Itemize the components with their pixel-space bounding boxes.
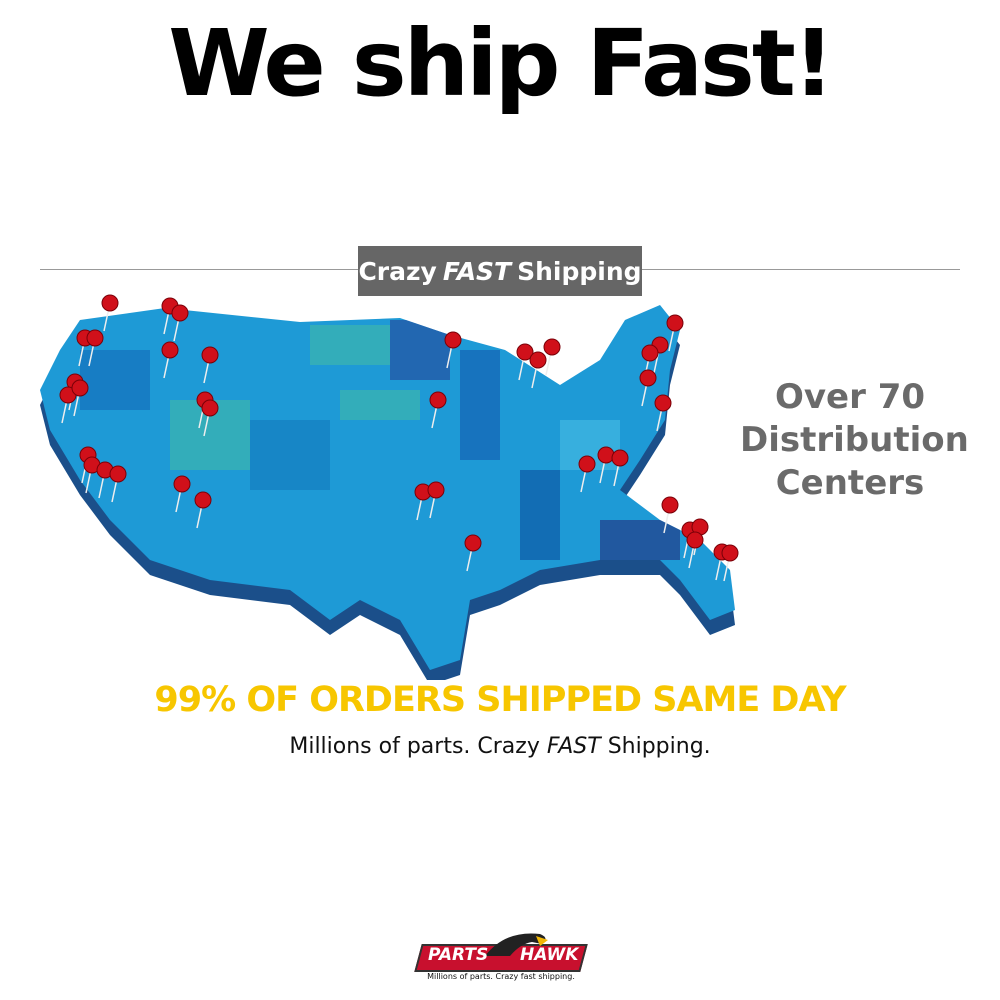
map-pin-icon: [109, 465, 127, 483]
map-pin-icon: [161, 341, 179, 359]
map-pin-icon: [543, 338, 561, 356]
divider-right: [642, 269, 960, 270]
map-pin-icon: [578, 455, 596, 473]
map-pin-icon: [171, 304, 189, 322]
parts-hawk-logo: PARTS HAWK Millions of parts. Crazy fast…: [414, 928, 588, 988]
side-line-2: Distribution: [740, 420, 969, 460]
state-region: [390, 320, 450, 380]
map-body: [40, 305, 735, 670]
map-pin-icon: [427, 481, 445, 499]
state-region: [520, 470, 560, 560]
map-pin-icon: [641, 344, 659, 362]
map-pin-icon: [429, 391, 447, 409]
state-region: [310, 325, 390, 365]
hawk-icon: [485, 933, 548, 956]
banner-pre: Crazy: [358, 256, 437, 286]
map-pin-icon: [194, 491, 212, 509]
subline-post: Shipping.: [607, 734, 711, 759]
state-region: [460, 350, 500, 460]
map-pin-icon: [639, 369, 657, 387]
logo-left: PARTS: [428, 945, 489, 965]
same-day-tagline: 99% OF ORDERS SHIPPED SAME DAY: [154, 680, 846, 720]
side-line-1: Over 70: [774, 377, 926, 417]
distribution-centers-text: Over 70 Distribution Centers: [740, 376, 969, 505]
state-regions: [80, 320, 680, 560]
map-pin-icon: [444, 331, 462, 349]
logo-right: HAWK: [520, 945, 579, 965]
us-map: [40, 294, 739, 680]
state-region: [600, 520, 680, 560]
map-pin-icon: [721, 544, 739, 562]
side-line-3: Centers: [775, 463, 925, 503]
map-pin-icon: [611, 449, 629, 467]
map-pin-icon: [201, 399, 219, 417]
headline: We ship Fast!: [168, 10, 835, 117]
map-pin-icon: [173, 475, 191, 493]
map-pin-icon: [666, 314, 684, 332]
map-pin-icon: [71, 379, 89, 397]
state-region: [340, 390, 420, 420]
state-region: [80, 350, 150, 410]
banner-post: Shipping: [517, 256, 642, 286]
map-pin-icon: [201, 346, 219, 364]
state-region: [250, 420, 330, 490]
map-pin-icon: [686, 531, 704, 549]
subline-emph: FAST: [546, 734, 601, 759]
map-pin-icon: [597, 446, 615, 464]
map-pin-icon: [654, 394, 672, 412]
subline-pre: Millions of parts. Crazy: [289, 734, 540, 759]
map-pin-icon: [464, 534, 482, 552]
logo-tag: Millions of parts. Crazy fast shipping.: [427, 972, 575, 981]
map-pin-icon: [529, 351, 547, 369]
divider-left: [40, 269, 358, 270]
map-pin-icon: [101, 294, 119, 312]
subline: Millions of parts. Crazy FAST Shipping.: [0, 734, 1000, 759]
banner: Crazy FAST Shipping: [358, 246, 642, 296]
map-pin-icon: [86, 329, 104, 347]
map-pin-icon: [661, 496, 679, 514]
map-pin-icon: [516, 343, 534, 361]
pins: [59, 294, 739, 582]
banner-emph: FAST: [442, 256, 512, 286]
